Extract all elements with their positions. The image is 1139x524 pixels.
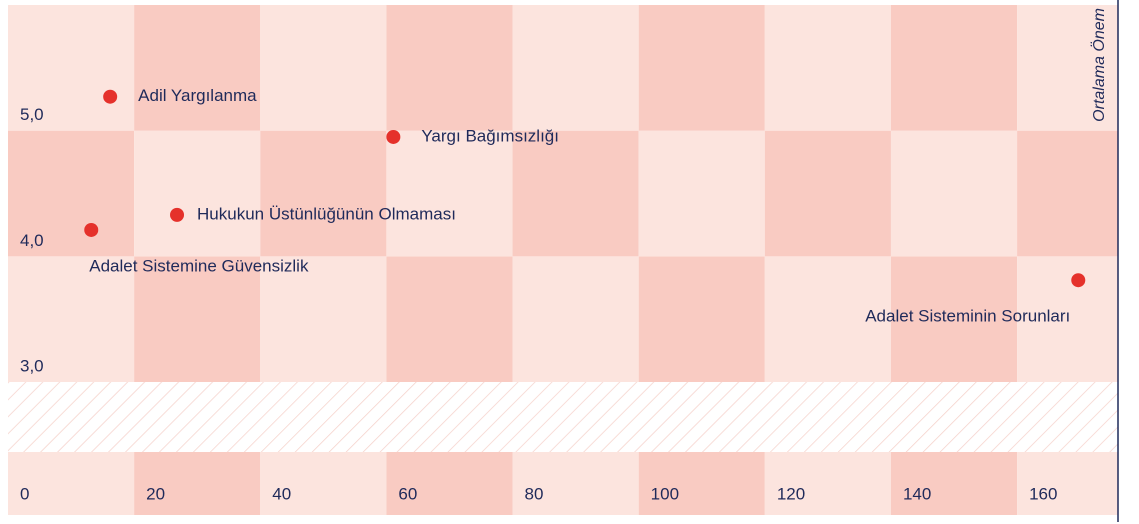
background-cell	[134, 256, 261, 382]
axis-cell	[1017, 452, 1118, 515]
point	[103, 89, 118, 104]
point-label: Adalet Sisteminin Sorunları	[865, 307, 1070, 326]
point	[84, 222, 99, 237]
background-cell	[260, 5, 387, 131]
y-tick-label: 5,0	[20, 105, 44, 124]
background-cell	[512, 130, 639, 257]
x-tick-label: 40	[272, 484, 291, 503]
x-tick-label: 140	[903, 484, 931, 503]
background-cell	[890, 5, 1018, 131]
axis-cell	[8, 452, 135, 515]
x-tick-label: 0	[20, 484, 29, 503]
point-label: Adalet Sistemine Güvensizlik	[89, 256, 309, 275]
background-cell	[386, 256, 513, 382]
point-label: Yargı Bağımsızlığı	[421, 126, 559, 145]
point	[386, 129, 401, 144]
point-label: Hukukun Üstünlüğünün Olmaması	[197, 204, 456, 223]
x-tick-label: 60	[398, 484, 417, 503]
y-tick-label: 4,0	[20, 231, 44, 250]
background-cell	[8, 130, 135, 257]
background-cell	[764, 256, 891, 382]
axis-cell	[386, 452, 513, 515]
background-cell	[134, 5, 261, 131]
x-tick-label: 80	[525, 484, 544, 503]
background-cell	[890, 256, 1018, 382]
background-cell	[638, 130, 765, 257]
background-cell	[512, 256, 639, 382]
hatched-band	[8, 382, 1118, 452]
x-tick-label: 20	[146, 484, 165, 503]
background	[8, 5, 1118, 515]
axis-cell	[638, 452, 765, 515]
background-cell	[764, 5, 891, 131]
point	[170, 207, 185, 222]
background-cell	[260, 130, 387, 257]
y-tick-label: 3,0	[20, 356, 44, 375]
x-tick-label: 160	[1029, 484, 1057, 503]
background-cell	[386, 130, 513, 257]
background-cell	[260, 256, 387, 382]
background-cell	[8, 5, 135, 131]
background-cell	[1017, 130, 1118, 257]
background-cell	[638, 256, 765, 382]
y-axis-label: Ortalama Önem	[1090, 8, 1108, 122]
background-cell	[1017, 5, 1118, 131]
point-label: Adil Yargılanma	[138, 86, 257, 105]
point	[1071, 273, 1086, 288]
background-cell	[764, 130, 891, 257]
background-cell	[386, 5, 513, 131]
axis-cell	[260, 452, 387, 515]
axis-cell	[134, 452, 261, 515]
x-tick-label: 120	[777, 484, 805, 503]
background-cell	[134, 130, 261, 257]
background-cell	[638, 5, 765, 131]
axis-cell	[890, 452, 1018, 515]
background-cell	[8, 256, 135, 382]
background-cell	[512, 5, 639, 131]
background-cell	[1017, 256, 1118, 382]
x-tick-label: 100	[651, 484, 679, 503]
axis-cell	[512, 452, 639, 515]
axis-cell	[764, 452, 891, 515]
background-cell	[890, 130, 1018, 257]
